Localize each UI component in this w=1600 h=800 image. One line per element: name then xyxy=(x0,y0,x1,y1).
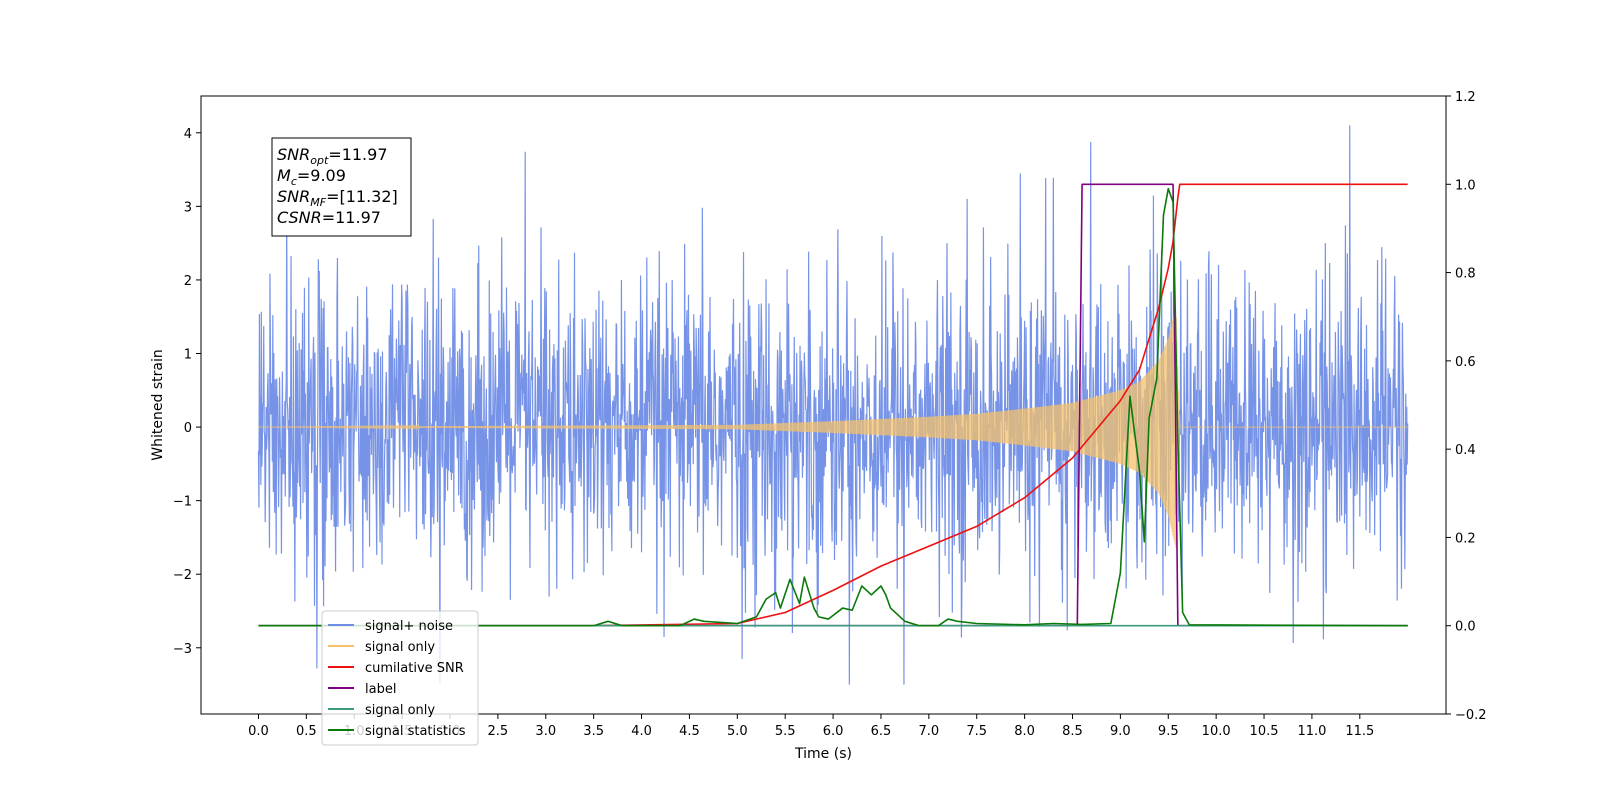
y-right-tick-label: 0.8 xyxy=(1455,267,1476,282)
x-tick-label: 9.0 xyxy=(1110,724,1131,739)
series-signal-statistics-5 xyxy=(258,187,1408,627)
y-right-tick-label: −0.2 xyxy=(1455,708,1487,723)
y-left-tick-label: −3 xyxy=(173,642,192,657)
y-left-tick-label: −2 xyxy=(173,568,192,583)
x-tick-label: 11.0 xyxy=(1297,724,1326,739)
y-right-tick-label: 0.2 xyxy=(1455,531,1476,546)
annotation-line: SNRMF=[11.32] xyxy=(277,187,398,209)
x-tick-label: 2.5 xyxy=(488,724,509,739)
x-tick-label: 10.0 xyxy=(1202,724,1231,739)
series-cumilative-snr-2 xyxy=(593,183,1408,627)
x-tick-label: 7.5 xyxy=(966,724,987,739)
metrics-annotation-box: SNRopt=11.97Mc=9.09SNRMF=[11.32]CSNR=11.… xyxy=(271,137,412,237)
legend-entry: cumilative SNR xyxy=(365,661,464,676)
y-right-tick-label: 0.0 xyxy=(1455,620,1476,635)
series-line xyxy=(258,187,1408,627)
legend: signal+ noise signal only cumilative SNR la… xyxy=(321,610,479,746)
x-tick-label: 9.5 xyxy=(1158,724,1179,739)
annotation-frame xyxy=(271,137,412,237)
legend-entry: signal statistics xyxy=(365,724,466,739)
legend-frame xyxy=(321,610,479,746)
x-tick-label: 3.5 xyxy=(583,724,604,739)
legend-entry: signal only xyxy=(365,703,435,718)
series-line xyxy=(593,183,1408,627)
y-left-tick-label: 1 xyxy=(184,348,192,363)
legend-entry: signal+ noise xyxy=(365,619,453,634)
y-right-tick-label: 1.0 xyxy=(1455,178,1476,193)
x-tick-label: 8.5 xyxy=(1062,724,1083,739)
series-signal-only-1 xyxy=(258,307,1408,549)
x-tick-label: 10.5 xyxy=(1250,724,1279,739)
legend-entry: signal only xyxy=(365,640,435,655)
annotation-line: Mc=9.09 xyxy=(277,166,346,188)
x-tick-label: 8.0 xyxy=(1014,724,1035,739)
y-left-tick-label: 4 xyxy=(184,127,192,142)
x-tick-label: 5.0 xyxy=(727,724,748,739)
series-signal-noise-0 xyxy=(257,125,1409,685)
plot-area xyxy=(257,125,1409,685)
x-tick-label: 6.0 xyxy=(823,724,844,739)
annotation-line: SNRopt=11.97 xyxy=(277,145,388,167)
x-tick-label: 4.0 xyxy=(631,724,652,739)
x-axis-label: Time (s) xyxy=(794,746,852,762)
legend-entry: label xyxy=(365,682,396,697)
x-tick-label: 0.5 xyxy=(296,724,317,739)
annotation-line: CSNR=11.97 xyxy=(277,208,381,227)
y-right-tick-label: 0.4 xyxy=(1455,443,1476,458)
plot-frame xyxy=(200,95,1447,715)
y-right-tick-label: 1.2 xyxy=(1455,90,1476,105)
x-tick-label: 6.5 xyxy=(871,724,892,739)
x-tick-label: 3.0 xyxy=(535,724,556,739)
y-axis-label: Whitened strain xyxy=(150,349,166,460)
y-right-tick-label: 0.6 xyxy=(1455,355,1476,370)
x-tick-label: 5.5 xyxy=(775,724,796,739)
signal-trace xyxy=(258,307,1408,549)
y-left-tick-label: 3 xyxy=(184,200,192,215)
y-left-tick-label: 2 xyxy=(184,274,192,289)
x-tick-label: 4.5 xyxy=(679,724,700,739)
y-left-tick-label: −1 xyxy=(173,495,192,510)
x-tick-label: 11.5 xyxy=(1345,724,1374,739)
x-tick-label: 0.0 xyxy=(248,724,269,739)
y-left-tick-label: 0 xyxy=(184,421,192,436)
x-tick-label: 7.0 xyxy=(919,724,940,739)
noise-trace xyxy=(257,125,1409,685)
